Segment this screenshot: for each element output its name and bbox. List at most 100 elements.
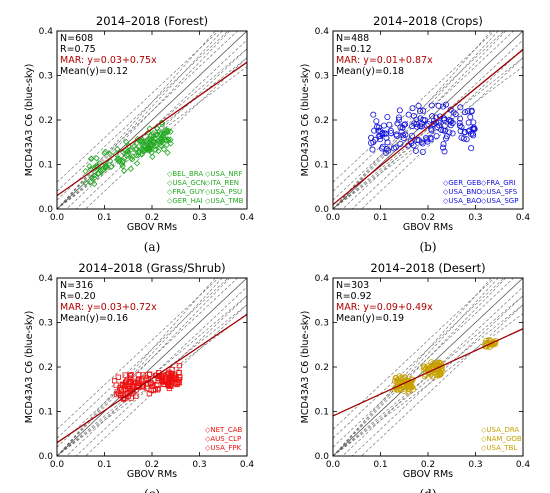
envelope-line xyxy=(333,278,495,430)
stat-text: N=316 xyxy=(60,280,93,291)
y-tick-label: 0.3 xyxy=(39,319,53,329)
data-point xyxy=(160,131,167,139)
legend-entry: ◇AUS_CLP xyxy=(205,435,241,443)
data-point xyxy=(167,375,174,381)
x-tick-label: 0.2 xyxy=(145,213,159,223)
x-tick-label: 0.0 xyxy=(326,213,341,223)
stat-text: MAR: y=0.01+0.87x xyxy=(336,55,433,66)
data-point xyxy=(140,146,147,153)
data-point xyxy=(392,374,399,381)
data-point xyxy=(166,383,173,389)
data-point xyxy=(119,159,126,166)
data-point xyxy=(108,163,115,170)
data-point xyxy=(150,137,157,145)
x-axis-label: GBOV RMs xyxy=(403,469,453,480)
data-point xyxy=(125,142,132,150)
data-point xyxy=(148,149,155,156)
data-point xyxy=(124,147,132,155)
data-point xyxy=(157,136,164,143)
data-point xyxy=(387,127,394,134)
data-point xyxy=(158,119,166,126)
envelope-line xyxy=(57,31,223,209)
data-point xyxy=(462,109,469,116)
envelope-line xyxy=(361,57,523,209)
data-point xyxy=(149,153,156,160)
data-point xyxy=(157,131,164,139)
legend-entry: ◇GER_HAI xyxy=(167,197,203,205)
data-point xyxy=(458,123,465,130)
data-point xyxy=(373,118,380,125)
envelope-line xyxy=(57,313,247,456)
data-point xyxy=(440,141,447,148)
data-point xyxy=(399,124,406,131)
one-to-one-line xyxy=(57,278,247,456)
x-tick-label: 0.1 xyxy=(373,213,387,223)
data-point xyxy=(147,137,154,144)
stat-text: MAR: y=0.09+0.49x xyxy=(336,302,433,313)
data-point xyxy=(155,138,163,145)
envelope-line xyxy=(333,31,507,209)
x-tick-label: 0.2 xyxy=(421,213,435,223)
data-point xyxy=(408,132,415,139)
envelope-line xyxy=(57,295,247,456)
data-point xyxy=(412,147,419,154)
data-point xyxy=(133,152,140,159)
data-point xyxy=(409,123,416,130)
data-point xyxy=(439,144,446,151)
panel-caption: (b) xyxy=(419,240,436,254)
x-axis-label: GBOV RMs xyxy=(127,222,177,233)
x-tick-label: 0.1 xyxy=(373,460,387,470)
panel-title: 2014–2018 (Desert) xyxy=(370,261,485,275)
x-tick-label: 0.4 xyxy=(516,213,531,223)
envelope-line xyxy=(361,304,523,456)
data-point xyxy=(148,387,154,393)
data-points xyxy=(391,337,499,395)
legend-entry: ◇BEL_BRA xyxy=(167,170,203,178)
panel-title: 2014–2018 (Grass/Shrub) xyxy=(78,261,225,275)
y-tick-label: 0.1 xyxy=(39,161,53,171)
data-point xyxy=(427,134,434,141)
regression-line xyxy=(57,313,247,444)
envelope-line xyxy=(333,31,492,209)
data-point xyxy=(167,136,174,143)
x-tick-label: 0.1 xyxy=(97,213,111,223)
stat-text: Mean(y)=0.12 xyxy=(60,66,128,77)
envelope-line xyxy=(57,57,247,209)
data-point xyxy=(469,130,476,137)
data-point xyxy=(113,382,119,388)
data-point xyxy=(400,122,407,129)
data-point xyxy=(419,148,426,155)
legend-entry: ◇USA_DRA xyxy=(481,426,519,434)
legend-entry: ◇USA_BAO xyxy=(443,197,482,205)
data-point xyxy=(138,376,144,382)
y-axis-label: MCD43A3 C6 (blue-sky) xyxy=(24,311,35,424)
data-point xyxy=(128,375,134,381)
data-point xyxy=(95,170,102,178)
data-point xyxy=(130,383,136,389)
x-tick-label: 0.2 xyxy=(421,460,435,470)
data-point xyxy=(447,117,454,124)
x-tick-label: 0.1 xyxy=(97,460,111,470)
panel-3: 2014–2018 (Grass/Shrub) 0.0 0.1 0.2 0.3 0.4 0.… xyxy=(24,261,254,493)
data-point xyxy=(415,102,422,109)
data-point xyxy=(155,385,161,392)
data-point xyxy=(87,179,94,186)
data-point xyxy=(464,108,471,115)
data-point xyxy=(447,106,454,113)
y-tick-label: 0.4 xyxy=(39,27,54,37)
envelope-line xyxy=(57,278,231,456)
data-point xyxy=(164,129,171,136)
legend-entry: ◇USA_BNO xyxy=(443,188,482,196)
data-point xyxy=(441,148,448,155)
y-tick-label: 0.3 xyxy=(315,319,329,329)
data-point xyxy=(115,158,123,165)
data-point xyxy=(461,128,468,135)
envelope-line xyxy=(333,66,523,209)
data-point xyxy=(106,150,114,158)
data-point xyxy=(437,371,444,378)
stat-text: R=0.75 xyxy=(60,44,96,55)
data-point xyxy=(434,124,441,131)
data-point xyxy=(144,144,151,152)
x-tick-label: 0.0 xyxy=(50,460,65,470)
